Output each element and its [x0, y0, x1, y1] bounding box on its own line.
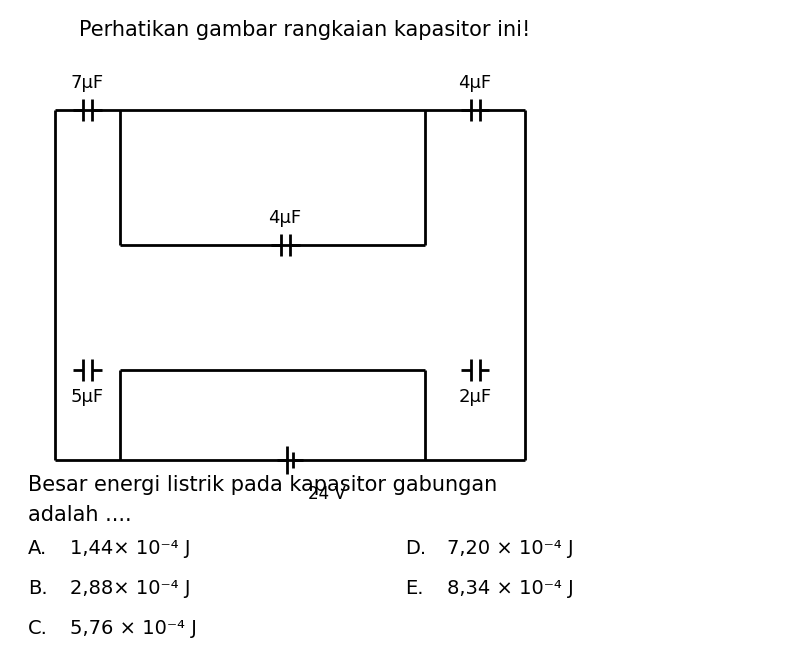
Text: 2,88× 10⁻⁴ J: 2,88× 10⁻⁴ J: [70, 578, 191, 598]
Text: B.: B.: [28, 578, 48, 598]
Text: A.: A.: [28, 539, 48, 557]
Text: C.: C.: [28, 618, 48, 637]
Text: 5μF: 5μF: [71, 388, 104, 406]
Text: 7μF: 7μF: [71, 74, 104, 92]
Text: 24 V: 24 V: [308, 485, 345, 503]
Text: 8,34 × 10⁻⁴ J: 8,34 × 10⁻⁴ J: [447, 578, 574, 598]
Text: 7,20 × 10⁻⁴ J: 7,20 × 10⁻⁴ J: [447, 539, 573, 557]
Text: 4μF: 4μF: [268, 209, 302, 227]
Text: D.: D.: [405, 539, 426, 557]
Text: 4μF: 4μF: [458, 74, 491, 92]
Text: 1,44× 10⁻⁴ J: 1,44× 10⁻⁴ J: [70, 539, 191, 557]
Text: Perhatikan gambar rangkaian kapasitor ini!: Perhatikan gambar rangkaian kapasitor in…: [79, 20, 530, 40]
Text: 5,76 × 10⁻⁴ J: 5,76 × 10⁻⁴ J: [70, 618, 197, 637]
Text: 2μF: 2μF: [458, 388, 491, 406]
Text: Besar energi listrik pada kapasitor gabungan
adalah ....: Besar energi listrik pada kapasitor gabu…: [28, 475, 497, 525]
Text: E.: E.: [405, 578, 423, 598]
